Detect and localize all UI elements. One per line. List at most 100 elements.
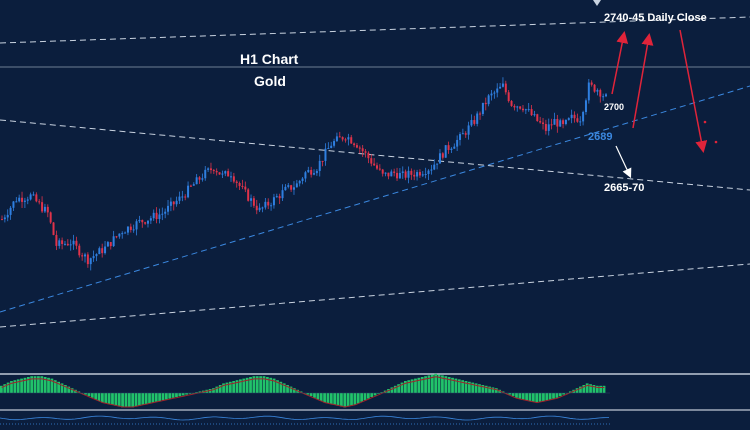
candle-body [536, 114, 539, 122]
macd-bar [444, 376, 448, 393]
macd-bar [350, 393, 353, 406]
candle-body [582, 112, 585, 122]
candle-body [370, 158, 373, 164]
macd-bar [87, 393, 91, 397]
candle-body [6, 214, 9, 218]
macd-bar [40, 376, 44, 393]
macd-bar [171, 393, 175, 398]
candle-body [367, 152, 370, 159]
candle-body [602, 96, 605, 98]
macd-bar [589, 384, 592, 393]
candle-body [284, 186, 287, 191]
candle-body [484, 102, 487, 105]
candle-body [304, 172, 307, 179]
macd-bar [37, 376, 40, 393]
candle-body [418, 172, 421, 176]
macd-bar [414, 378, 417, 393]
macd-bar [154, 393, 158, 402]
red-dot-marker [714, 140, 718, 144]
candle-body [493, 92, 496, 94]
macd-bar [252, 376, 256, 393]
candle-body [381, 169, 384, 174]
macd-bar [373, 393, 377, 396]
candle-body [579, 121, 582, 123]
candle-body [118, 233, 121, 237]
macd-bar [511, 393, 515, 397]
candle-body [75, 240, 78, 246]
candle-body [444, 145, 447, 158]
macd-bar [582, 385, 586, 393]
macd-bar [245, 377, 249, 393]
macd-bar [164, 393, 168, 400]
candle-body [92, 256, 95, 259]
candle-body [559, 120, 562, 127]
macd-bar [107, 393, 111, 405]
candle-body [221, 173, 224, 175]
macd-bar [491, 387, 495, 393]
candle-body [212, 170, 215, 172]
candle-body [596, 90, 599, 92]
macd-bar [185, 393, 188, 395]
candle-body [207, 168, 210, 170]
macd-bar [57, 381, 60, 393]
candle-body [29, 194, 32, 200]
candle-body [141, 219, 144, 223]
macd-bar [481, 385, 485, 393]
macd-bar [3, 384, 7, 393]
candle-body [476, 113, 479, 124]
candle-body [430, 169, 433, 171]
macd-bar [43, 377, 47, 393]
candle-body [104, 246, 107, 254]
candle-body [527, 109, 530, 111]
macd-bar [289, 386, 293, 393]
candle-body [496, 88, 499, 93]
candle-body [556, 118, 559, 127]
candle-body [298, 180, 301, 184]
macd-bar [538, 393, 542, 402]
macd-bar [276, 380, 279, 393]
candle-body [416, 172, 419, 177]
candle-body [593, 84, 596, 92]
macd-bar [262, 376, 266, 393]
macd-bar [255, 376, 259, 393]
macd-bar [484, 385, 488, 393]
candle-body [407, 170, 410, 178]
candle-body [224, 171, 227, 174]
macd-bar [471, 382, 475, 393]
macd-bar [279, 381, 283, 393]
macd-bar [232, 381, 236, 393]
candle-body [1, 219, 3, 221]
macd-bar [390, 387, 394, 393]
candle-body [26, 199, 29, 201]
candle-body [270, 205, 273, 207]
candle-body [272, 197, 275, 206]
macd-bar [464, 381, 468, 393]
macd-bar [417, 377, 421, 393]
candle-body [278, 196, 281, 199]
candle-body [473, 120, 476, 124]
candle-body [101, 248, 104, 254]
candle-body [516, 106, 519, 108]
macd-bar [323, 393, 326, 403]
candle-body [230, 176, 233, 178]
macd-bar [309, 393, 313, 397]
macd-bar [10, 381, 13, 393]
candle-body [267, 201, 270, 206]
candle-body [544, 123, 547, 131]
candle-body [21, 197, 24, 202]
macd-bar [346, 393, 350, 407]
macd-bar [548, 393, 552, 400]
candle-body [576, 118, 579, 122]
candle-body [46, 206, 49, 213]
macd-bar [124, 393, 128, 408]
macd-bar [33, 376, 37, 393]
candle-body [307, 169, 310, 173]
macd-bar [161, 393, 165, 401]
candle-body [324, 148, 327, 161]
candle-body [184, 196, 187, 198]
macd-bar [467, 381, 471, 393]
macd-bar [380, 392, 384, 393]
candle-body [9, 207, 12, 215]
